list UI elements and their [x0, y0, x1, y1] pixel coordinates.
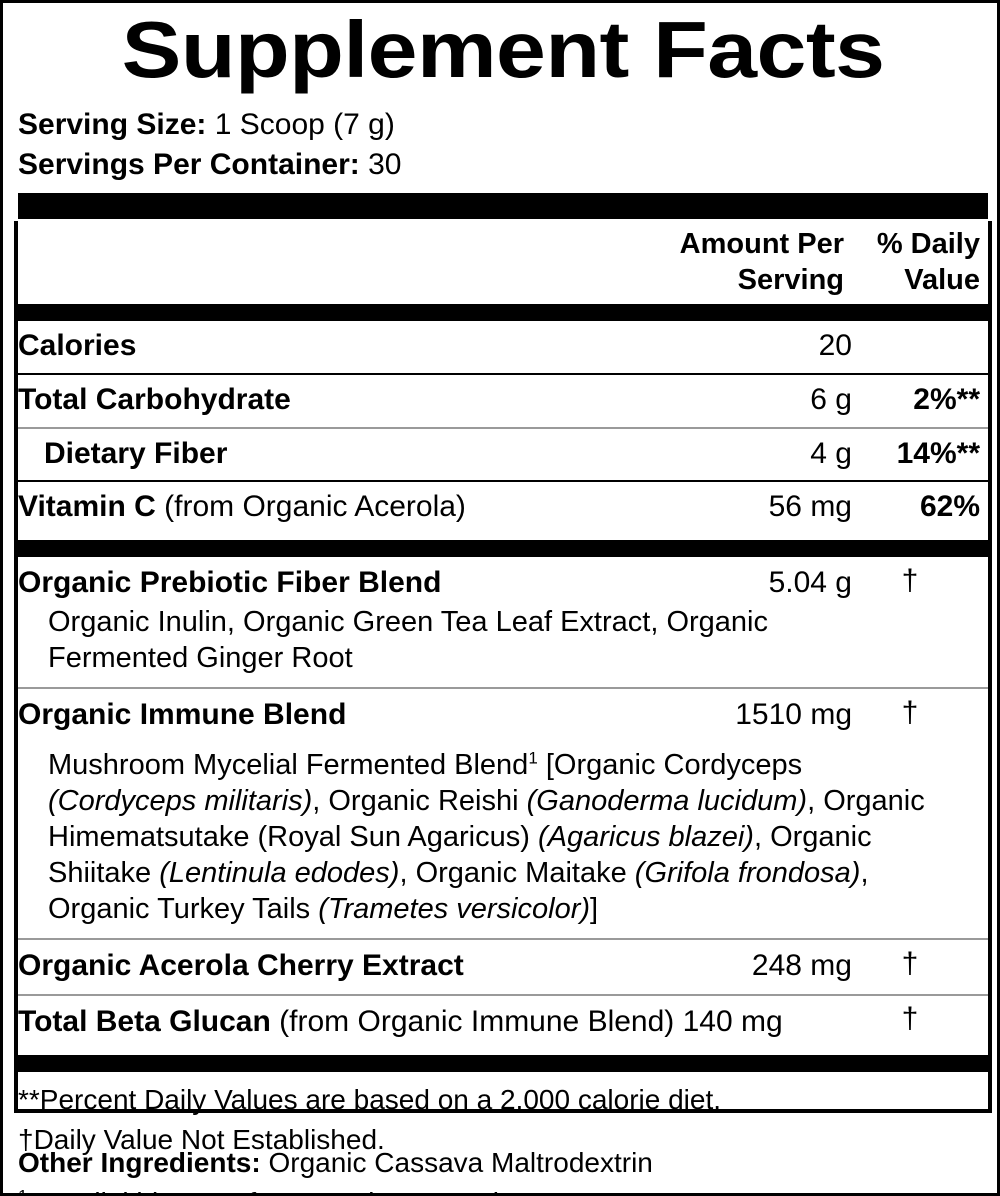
beta-glucan-name: Total Beta Glucan (from Organic Immune B… — [18, 1001, 858, 1043]
blend-ingredients: Organic Inulin, Organic Green Tea Leaf E… — [48, 606, 768, 675]
blend-amount: 248 mg — [751, 948, 852, 982]
nutrient-name-text: Total Carbohydrate — [18, 383, 291, 417]
mushroom-text: , Organic Maitake — [399, 856, 635, 889]
mushroom-blend-superscript: 1 — [528, 748, 538, 768]
mushroom-latin-name: (Lentinula edodes) — [159, 856, 400, 889]
nutrient-daily-value: 62% — [919, 490, 980, 524]
row-divider — [18, 994, 988, 997]
nutrient-amount: 4 g — [810, 436, 852, 470]
table-row: Calories 20 — [18, 321, 988, 373]
table-row: Total Carbohydrate 6 g 2%** — [18, 375, 988, 427]
mushroom-latin-name: (Ganoderma lucidum) — [526, 784, 808, 817]
table-row: Vitamin C (from Organic Acerola) 56 mg 6… — [18, 482, 988, 534]
servings-per-container-line: Servings Per Container: 30 — [18, 145, 988, 185]
mushroom-latin-name: (Trametes versicolor) — [318, 892, 591, 925]
beta-glucan-source: (from Organic Immune Blend) 140 mg — [270, 1005, 783, 1039]
serving-size-value: 1 Scoop (7 g) — [214, 108, 395, 142]
facts-box-bottom-border — [14, 1109, 992, 1113]
table-row: Organic Acerola Cherry Extract 248 mg † — [18, 940, 988, 989]
mushroom-latin-name: (Grifola frondosa) — [634, 856, 861, 889]
divider-thick-top — [18, 192, 988, 219]
footnote-percent-daily-value: **Percent Daily Values are based on a 2,… — [18, 1084, 722, 1116]
nutrient-amount: 6 g — [810, 383, 852, 417]
servings-per-container-label: Servings Per Container: — [18, 147, 360, 181]
nutrient-name-text: Dietary Fiber — [44, 436, 228, 470]
row-divider — [18, 687, 988, 690]
table-row: Total Beta Glucan (from Organic Immune B… — [18, 996, 988, 1049]
nutrient-name: Vitamin C (from Organic Acerola) — [18, 486, 678, 529]
row-divider — [18, 480, 988, 483]
mycelial-footnote-line: 1Mycelial biomass fermented on organic o… — [18, 1183, 988, 1196]
facts-box-right-border — [988, 221, 992, 1113]
mushroom-latin-name: (Agaricus blazei) — [537, 820, 754, 853]
blend-daily-value: † — [901, 563, 919, 597]
table-row: Organic Prebiotic Fiber Blend 5.04 g † — [18, 557, 988, 606]
divider-mid-footnotes — [18, 1055, 988, 1073]
blend-daily-value: † — [901, 696, 919, 730]
nutrient-name: Calories — [18, 325, 678, 368]
column-header-amount-per-serving: Amount Per Serving — [679, 227, 844, 296]
mushroom-text: ] — [590, 892, 599, 925]
nutrient-name-source: (from Organic Acerola) — [155, 490, 466, 524]
page-title: Supplement Facts — [121, 5, 885, 94]
nutrient-name: Dietary Fiber — [18, 433, 678, 476]
mycelial-footnote-superscript: 1 — [18, 1186, 28, 1196]
servings-per-container-value: 30 — [368, 147, 402, 181]
blend-name: Organic Immune Blend — [18, 698, 347, 732]
facts-box-left-border — [14, 221, 18, 1113]
mushroom-text: , Organic Himematsutake (Royal Sun Agari… — [48, 784, 925, 853]
serving-size-label: Serving Size: — [18, 108, 207, 142]
table-row: Dietary Fiber 4 g 14%** — [18, 429, 988, 481]
blend-daily-value: † — [901, 946, 919, 980]
nutrient-daily-value: 2%** — [913, 383, 980, 417]
mushroom-text: , Organic Shiitake — [48, 820, 872, 889]
beta-glucan-daily-value: † — [901, 1002, 919, 1036]
blend-amount: 1510 mg — [735, 698, 852, 732]
footnote-daily-value-not-established: †Daily Value Not Established. — [18, 1123, 385, 1155]
serving-information: Serving Size: 1 Scoop (7 g) Servings Per… — [18, 105, 988, 184]
nutrient-name-text: Calories — [18, 329, 137, 363]
other-ingredients-block: Other Ingredients: Organic Cassava Maltr… — [18, 1127, 988, 1196]
mushroom-blend-body: [Organic Cordyceps — [537, 748, 803, 781]
nutrient-daily-value: 14%** — [896, 436, 980, 470]
blend-amount: 5.04 g — [768, 565, 852, 599]
divider-mid-headers — [18, 304, 988, 322]
row-divider — [18, 426, 988, 429]
row-divider — [18, 937, 988, 940]
mycelial-footnote-text: Mycelial biomass fermented on organic oa… — [27, 1187, 573, 1193]
mushroom-text: , Organic Reishi — [312, 784, 527, 817]
row-divider — [18, 373, 988, 376]
nutrient-name-text: Vitamin C — [18, 490, 156, 524]
mushroom-blend-ingredients: Mushroom Mycelial Fermented Blend1 [Orga… — [18, 738, 988, 938]
nutrient-name: Total Carbohydrate — [18, 379, 678, 422]
other-ingredients-label: Other Ingredients: — [18, 1147, 261, 1178]
blend-name: Organic Acerola Cherry Extract — [18, 948, 464, 982]
serving-size-line: Serving Size: 1 Scoop (7 g) — [18, 105, 988, 145]
mushroom-latin-name: (Cordyceps militaris) — [48, 784, 313, 817]
other-ingredients-line: Other Ingredients: Organic Cassava Maltr… — [18, 1143, 988, 1183]
nutrient-amount: 20 — [818, 329, 852, 363]
divider-mid-blends — [18, 539, 988, 557]
column-header-percent-daily-value: % Daily Value — [876, 227, 980, 296]
mushroom-text: , Organic Turkey Tails — [48, 856, 869, 925]
other-ingredients-value: Organic Cassava Maltrodextrin — [268, 1147, 653, 1178]
beta-glucan-name-text: Total Beta Glucan — [18, 1005, 271, 1039]
mushroom-blend-prefix: Mushroom Mycelial Fermented Blend — [48, 748, 529, 781]
table-row: Organic Immune Blend 1510 mg † — [18, 689, 988, 738]
column-headers: Amount Per Serving % Daily Value — [18, 219, 988, 305]
nutrient-amount: 56 mg — [768, 490, 852, 524]
blend-name: Organic Prebiotic Fiber Blend — [18, 565, 442, 599]
